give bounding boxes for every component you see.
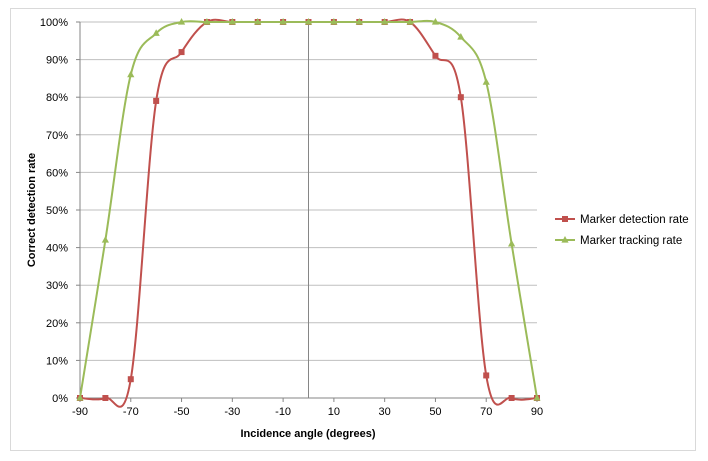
y-tick-label: 70% bbox=[46, 130, 68, 142]
axes bbox=[76, 21, 538, 402]
data-point bbox=[533, 394, 541, 401]
data-point bbox=[127, 70, 135, 78]
x-tick-labels: -90 -70 -50 -30 -10 10 30 50 70 90 bbox=[72, 406, 543, 418]
y-tick-label: 30% bbox=[46, 280, 68, 292]
y-tick-labels: 0% 10% 20% 30% 40% 50% 60% 70% 80% 90% 100% bbox=[40, 17, 68, 405]
data-point bbox=[330, 18, 338, 25]
data-point bbox=[127, 376, 134, 383]
data-point bbox=[457, 94, 464, 101]
y-tick-label: 20% bbox=[46, 318, 68, 330]
x-tick-label: -90 bbox=[72, 406, 88, 418]
data-point bbox=[254, 18, 262, 25]
data-point bbox=[304, 18, 313, 25]
data-point bbox=[102, 395, 109, 401]
data-point bbox=[457, 33, 465, 40]
legend-label: Marker detection rate bbox=[580, 214, 689, 226]
x-axis-title: Incidence angle (degrees) bbox=[240, 428, 375, 440]
legend-label: Marker tracking rate bbox=[580, 235, 682, 247]
data-point bbox=[508, 239, 516, 247]
y-tick-label: 100% bbox=[40, 17, 68, 29]
data-point bbox=[482, 78, 490, 85]
data-point bbox=[381, 18, 389, 25]
series-marker-tracking-rate bbox=[76, 18, 541, 401]
y-tick-label: 40% bbox=[46, 243, 68, 255]
x-tick-label: 10 bbox=[328, 406, 340, 418]
legend-marker bbox=[561, 236, 569, 243]
data-point bbox=[432, 52, 439, 59]
series-group bbox=[76, 18, 541, 408]
data-point bbox=[177, 18, 186, 25]
data-point bbox=[178, 49, 185, 56]
chart-frame bbox=[10, 8, 696, 451]
legend-item: Marker tracking rate bbox=[555, 235, 682, 247]
y-tick-label: 80% bbox=[46, 92, 68, 104]
data-point bbox=[203, 18, 211, 25]
data-point bbox=[483, 372, 490, 379]
y-tick-label: 10% bbox=[46, 355, 68, 367]
x-tick-label: -10 bbox=[275, 406, 291, 418]
y-tick-label: 90% bbox=[46, 55, 68, 67]
x-tick-label: 30 bbox=[379, 406, 391, 418]
legend-marker bbox=[562, 216, 568, 222]
y-axis-title: Correct detection rate bbox=[26, 153, 38, 267]
data-point bbox=[101, 236, 109, 243]
x-tick-label: -70 bbox=[123, 406, 139, 418]
x-tick-label: 50 bbox=[429, 406, 441, 418]
data-point bbox=[228, 18, 236, 25]
data-point bbox=[431, 18, 440, 25]
data-point bbox=[355, 18, 363, 25]
legend: Marker detection rate Marker tracking rat… bbox=[555, 214, 689, 247]
data-point bbox=[153, 97, 160, 104]
data-point bbox=[508, 395, 515, 401]
data-point bbox=[76, 394, 84, 401]
x-tick-label: -50 bbox=[174, 406, 190, 418]
x-tick-label: 70 bbox=[480, 406, 492, 418]
y-tick-label: 50% bbox=[46, 205, 68, 217]
x-tick-label: -30 bbox=[224, 406, 240, 418]
legend-item: Marker detection rate bbox=[555, 214, 689, 226]
y-tick-label: 60% bbox=[46, 167, 68, 179]
data-point bbox=[279, 18, 287, 25]
x-tick-label: 90 bbox=[531, 406, 543, 418]
y-tick-label: 0% bbox=[52, 393, 68, 405]
data-point bbox=[406, 18, 414, 25]
data-point bbox=[152, 29, 160, 36]
